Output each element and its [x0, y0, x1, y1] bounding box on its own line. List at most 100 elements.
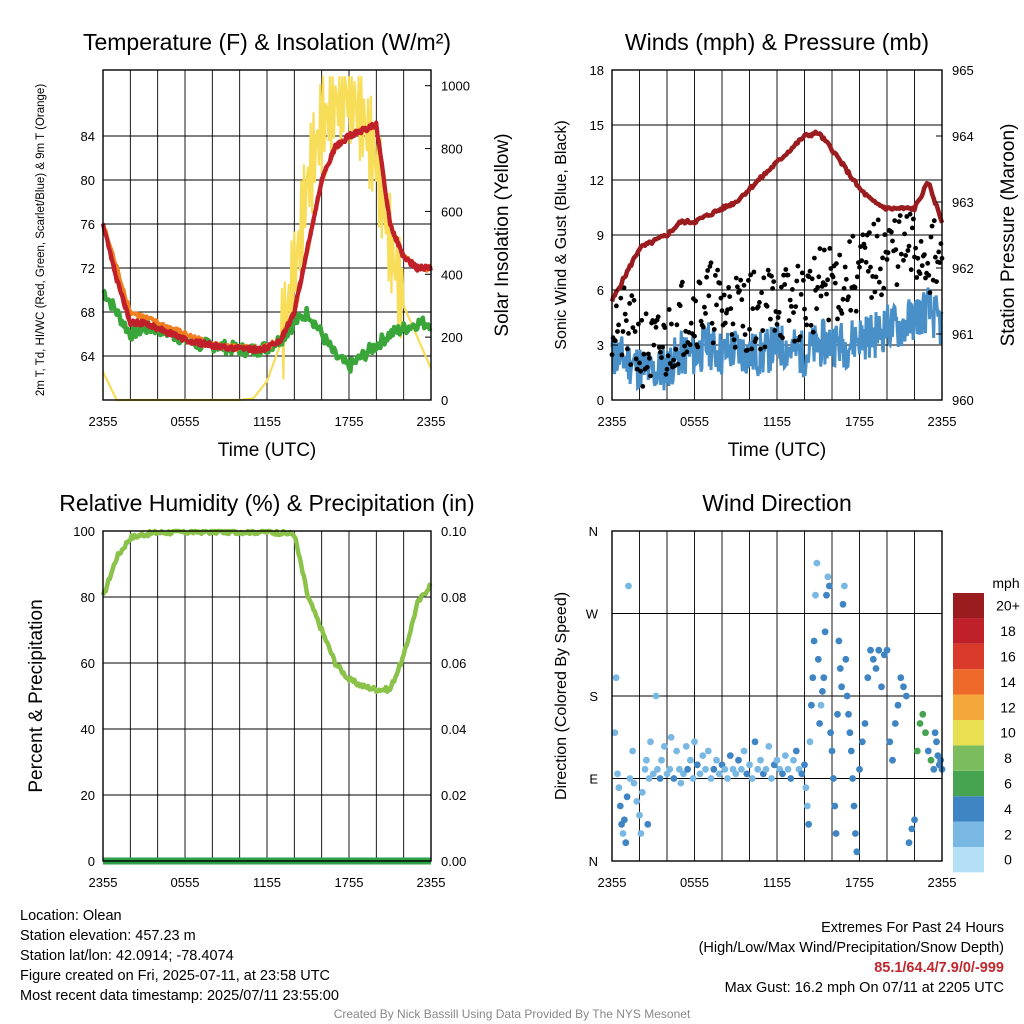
gust-point [914, 275, 920, 280]
gust-point [673, 346, 679, 352]
direction-point [621, 816, 628, 824]
direction-point [757, 756, 764, 764]
gust-point [729, 332, 735, 337]
direction-point [724, 775, 731, 782]
gust-point [922, 252, 927, 257]
direction-point [637, 830, 645, 837]
y-axis-label: 2m T, Td, HI/WC (Red, Green, Scarlet/Blu… [35, 84, 47, 396]
gust-point [874, 233, 880, 239]
legend-swatch [953, 821, 984, 847]
gust-point [782, 282, 788, 287]
gust-point [765, 267, 771, 273]
direction-point [645, 775, 653, 782]
gust-point [902, 231, 907, 237]
gust-point [863, 259, 869, 265]
gust-point [821, 247, 827, 253]
x-tick-label: 0555 [680, 414, 709, 429]
direction-point [827, 729, 834, 737]
direction-point [823, 591, 830, 599]
gust-point [695, 344, 701, 350]
gust-point [928, 234, 934, 240]
legend-label: 14 [1000, 674, 1016, 690]
legend-label: 0 [1004, 852, 1012, 868]
gust-point [776, 310, 782, 315]
gust-point [832, 280, 838, 286]
direction-point [836, 665, 844, 672]
y2-tick-label: 0.04 [441, 722, 466, 737]
y-tick-label: 9 [597, 228, 604, 243]
direction-point [839, 600, 847, 608]
gust-point [834, 261, 839, 266]
direction-point [615, 784, 623, 792]
y-tick-label: 6 [597, 283, 604, 298]
gust-point [677, 303, 683, 309]
gust-point [764, 303, 770, 309]
figure-created: Figure created on Fri, 2025-07-11, at 23… [20, 968, 331, 984]
gust-point [733, 275, 739, 281]
gust-point [775, 315, 781, 320]
legend-label: 4 [1004, 801, 1012, 817]
y2-axis-label: Station Pressure (Maroon) [998, 124, 1019, 347]
gust-point [697, 280, 703, 286]
gust-point [828, 266, 834, 271]
gust-point [903, 253, 909, 258]
gust-point [643, 311, 649, 317]
gust-point [827, 246, 833, 251]
gust-point [707, 264, 713, 269]
gust-point [872, 289, 878, 295]
direction-point [748, 775, 756, 782]
gust-point [801, 277, 806, 283]
gust-point [730, 321, 736, 327]
gust-point [826, 317, 832, 323]
y2-tick-label: 962 [952, 261, 974, 276]
gust-point [706, 293, 712, 299]
direction-point [841, 582, 848, 590]
extremes-subtitle: (High/Low/Max Wind/Precipitation/Snow De… [698, 940, 1004, 956]
y-tick-label: 64 [81, 349, 95, 364]
gust-point [623, 318, 629, 323]
legend-title: mph [992, 575, 1019, 591]
gust-point [797, 334, 803, 340]
y2-tick-label: 600 [441, 204, 463, 219]
direction-point [846, 729, 854, 737]
gust-point [892, 218, 898, 224]
direction-point [762, 765, 770, 773]
direction-point [616, 802, 624, 810]
direction-point [803, 802, 811, 810]
gust-point [717, 280, 723, 286]
gust-point [898, 251, 904, 257]
gust-point [612, 338, 618, 344]
direction-point [636, 811, 643, 819]
direction-point [916, 720, 924, 727]
y-tick-label: 80 [81, 590, 95, 605]
gust-point [879, 292, 884, 298]
gust-point [640, 384, 646, 389]
direction-point [798, 770, 806, 778]
x-tick-label: 2355 [89, 414, 118, 429]
gust-point [662, 325, 668, 330]
direction-point [630, 779, 638, 787]
legend-swatch [953, 770, 984, 797]
y2-tick-label: 1000 [441, 79, 470, 94]
x-tick-label: 0555 [680, 875, 709, 890]
direction-point [816, 720, 823, 727]
y-tick-label: 80 [81, 173, 95, 188]
y-tick-label: 68 [81, 305, 95, 320]
direction-point [667, 733, 675, 741]
gust-point [687, 342, 693, 348]
gust-point [647, 355, 652, 361]
y-tick-label: 60 [81, 656, 95, 671]
direction-point [641, 765, 649, 773]
gust-point [688, 320, 694, 326]
gust-point [790, 287, 795, 292]
gust-point [674, 322, 680, 328]
direction-point [765, 743, 773, 750]
direction-point [930, 765, 938, 773]
gust-point [779, 284, 784, 290]
gust-point [871, 221, 877, 227]
gust-point [750, 306, 756, 312]
direction-point [834, 710, 841, 718]
y2-tick-label: 960 [952, 393, 974, 408]
direction-point [850, 802, 858, 810]
direction-point [808, 701, 815, 709]
